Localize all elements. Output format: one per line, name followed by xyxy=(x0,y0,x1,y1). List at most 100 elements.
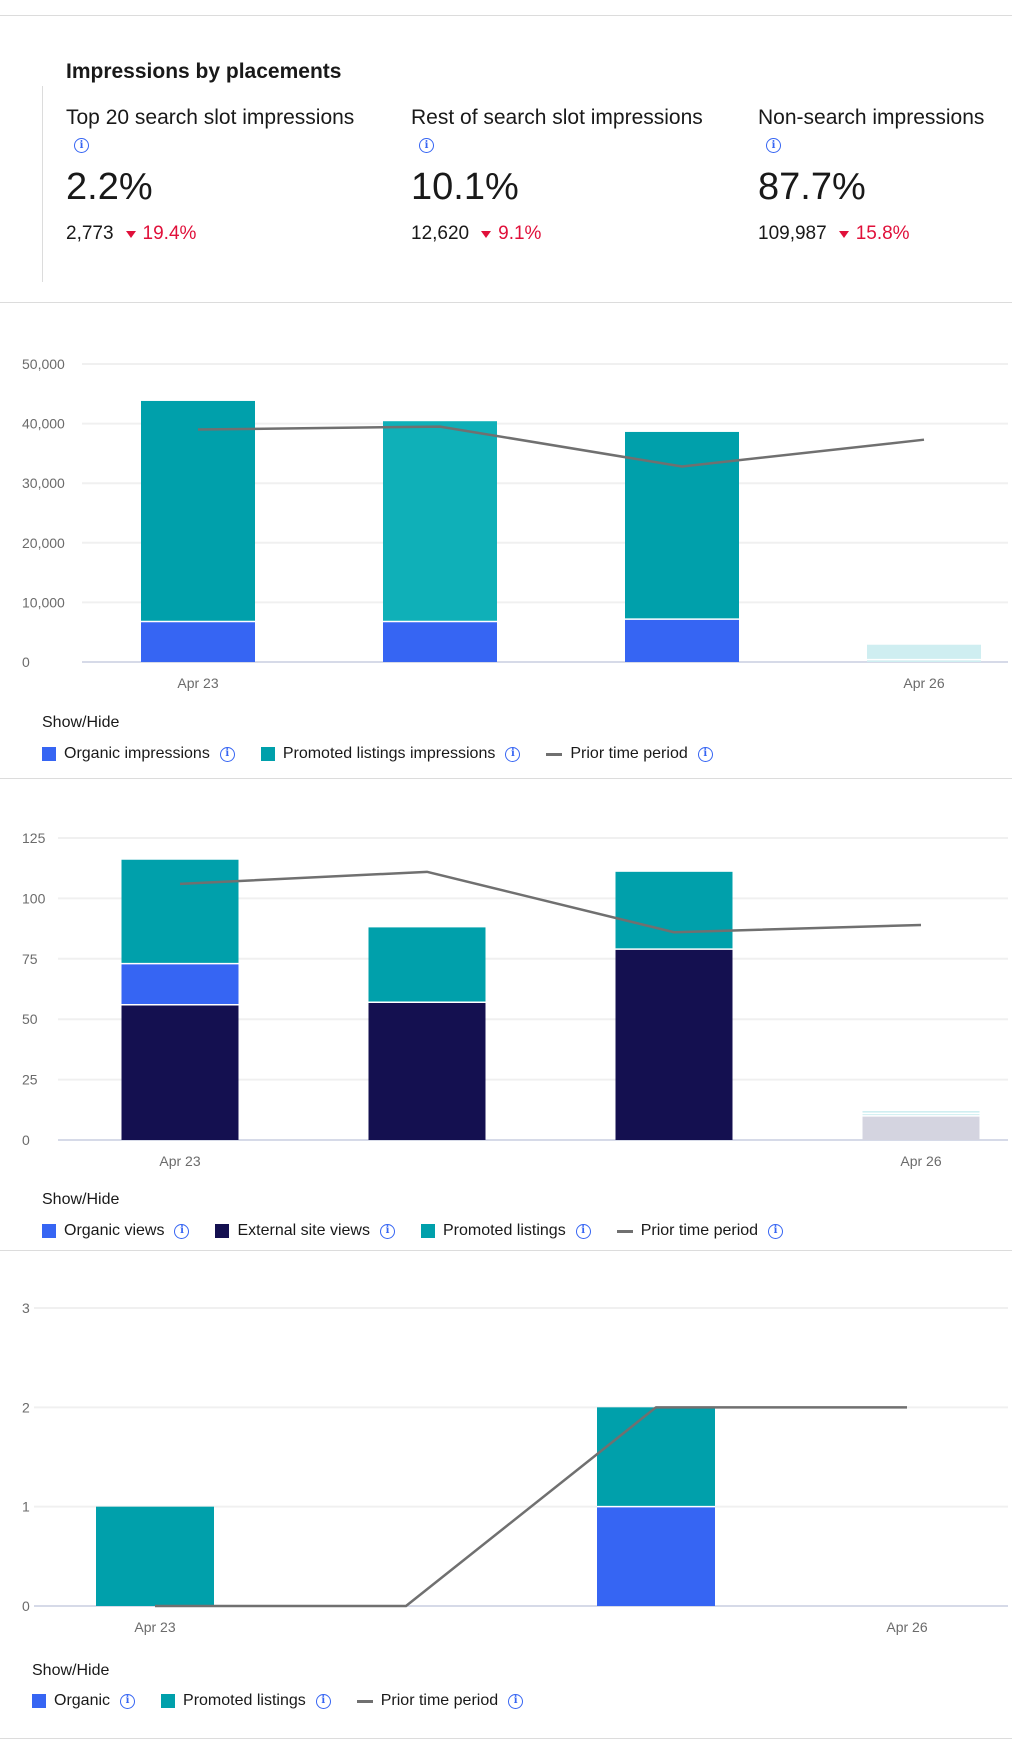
bar-promoted-listings-impressions-apr-24 xyxy=(383,421,497,622)
info-icon[interactable]: i xyxy=(508,1693,524,1709)
metric-subline: 109,987 15.8% xyxy=(758,223,1008,245)
legend-swatch xyxy=(42,1224,56,1238)
legend-show-hide: Show/Hide xyxy=(42,714,120,731)
legend-item-promoted-listings[interactable]: Promoted listings i xyxy=(420,1222,591,1240)
bar-organic-apr-25 xyxy=(597,1506,715,1606)
y-tick-label: 125 xyxy=(22,830,46,846)
metric-delta-value: 9.1% xyxy=(498,223,542,244)
legend-swatch xyxy=(32,1694,46,1708)
section-divider xyxy=(0,302,1012,303)
metric-label: Top 20 search slot impressions xyxy=(66,106,355,129)
bar-organic-views-apr-26 xyxy=(862,1113,980,1116)
legend-item-prior-period[interactable]: Prior time period i xyxy=(356,1692,524,1710)
x-tick-label: Apr 26 xyxy=(886,1619,927,1635)
legend-show-hide: Show/Hide xyxy=(32,1662,110,1679)
legend-item-prior-period[interactable]: Prior time period i xyxy=(546,745,713,763)
y-tick-label: 3 xyxy=(22,1300,30,1316)
info-icon[interactable]: i xyxy=(768,1223,784,1239)
legend-label: Organic xyxy=(54,1692,111,1709)
x-tick-label: Apr 26 xyxy=(900,1153,941,1169)
bar-promoted-listings-apr-23 xyxy=(121,859,239,964)
legend-line-swatch xyxy=(616,1229,633,1233)
y-tick-label: 0 xyxy=(22,1598,30,1614)
y-tick-label: 0 xyxy=(22,654,30,670)
section-divider xyxy=(0,1250,1012,1251)
down-arrow-icon xyxy=(838,230,849,238)
metric-count: 2,773 xyxy=(66,223,114,244)
bar-promoted-listings-impressions-apr-23 xyxy=(141,400,255,622)
y-tick-label: 50 xyxy=(22,1011,38,1027)
metric-rest-of-search: Rest of search slot impressions i 10.1% … xyxy=(411,104,741,245)
bar-organic-impressions-apr-24 xyxy=(383,621,497,662)
info-icon[interactable]: i xyxy=(379,1223,395,1239)
metric-subline: 12,620 9.1% xyxy=(411,223,741,245)
metric-top20: Top 20 search slot impressions i 2.2% 2,… xyxy=(66,104,396,245)
metric-subline: 2,773 19.4% xyxy=(66,223,396,245)
legend-show-hide: Show/Hide xyxy=(42,1191,120,1208)
legend-swatch xyxy=(42,747,56,761)
y-tick-label: 100 xyxy=(22,890,46,906)
legend-item-organic-views[interactable]: Organic views i xyxy=(42,1222,190,1240)
legend-swatch xyxy=(260,747,275,761)
impressions-chart: 0 10,000 20,000 30,000 40,000 50,000 Apr 23 Apr… xyxy=(22,356,1008,691)
legend-swatch xyxy=(215,1224,230,1238)
y-tick-label: 20,000 xyxy=(22,535,65,551)
legend-item-organic[interactable]: Organic i xyxy=(32,1692,136,1710)
legend-item-external-views[interactable]: External site views i xyxy=(215,1222,395,1240)
legend-label: Organic impressions xyxy=(64,745,210,762)
summary-divider xyxy=(42,86,43,282)
x-tick-label: Apr 23 xyxy=(159,1153,200,1169)
metric-value: 10.1% xyxy=(411,166,519,208)
info-icon[interactable]: i xyxy=(505,746,521,762)
prior-time-period-line xyxy=(179,870,922,934)
views-legend: Organic views i External site views i Pr… xyxy=(42,1222,809,1240)
bar-external-site-views-apr-24 xyxy=(368,1002,486,1140)
metric-delta-value: 15.8% xyxy=(855,223,910,244)
legend-item-promoted-impressions[interactable]: Promoted listings impressions i xyxy=(260,745,521,763)
info-icon[interactable]: i xyxy=(120,1693,136,1709)
orders-chart: 0 1 2 3 Apr 23 Apr 26 xyxy=(22,1300,1008,1635)
metric-delta: 15.8% xyxy=(838,223,910,245)
info-icon[interactable]: i xyxy=(174,1223,190,1239)
bar-external-site-views-apr-25 xyxy=(615,949,733,1140)
y-tick-label: 75 xyxy=(22,951,38,967)
legend-item-prior-period[interactable]: Prior time period i xyxy=(616,1222,784,1240)
legend-item-organic-impressions[interactable]: Organic impressions i xyxy=(42,745,235,763)
info-icon[interactable]: i xyxy=(766,138,781,153)
info-icon[interactable]: i xyxy=(74,138,89,153)
info-icon[interactable]: i xyxy=(419,138,434,153)
prior-time-period-line xyxy=(197,425,925,468)
x-tick-label: Apr 23 xyxy=(134,1619,175,1635)
metric-count: 12,620 xyxy=(411,223,470,244)
metric-value: 87.7% xyxy=(758,166,866,208)
metric-label: Non-search impressions xyxy=(758,106,985,129)
legend-label: Prior time period xyxy=(570,745,688,762)
bar-promoted-listings-apr-25 xyxy=(615,871,733,950)
metric-delta: 9.1% xyxy=(481,223,541,245)
views-chart: 0 25 50 75 100 125 Apr 23 Apr 26 xyxy=(22,830,1008,1169)
y-tick-label: 30,000 xyxy=(22,475,65,491)
legend-label: External site views xyxy=(237,1222,370,1239)
y-tick-label: 25 xyxy=(22,1072,38,1088)
legend-item-promoted-listings[interactable]: Promoted listings i xyxy=(161,1692,331,1710)
bar-promoted-listings-apr-24 xyxy=(368,927,486,1003)
metric-label: Rest of search slot impressions xyxy=(411,106,703,129)
info-icon[interactable]: i xyxy=(315,1693,331,1709)
info-icon[interactable]: i xyxy=(575,1223,591,1239)
legend-label: Promoted listings xyxy=(442,1222,566,1239)
y-tick-label: 10,000 xyxy=(22,594,65,610)
bar-promoted-listings-apr-25 xyxy=(597,1407,715,1507)
metric-delta-value: 19.4% xyxy=(142,223,197,244)
y-tick-label: 50,000 xyxy=(22,356,65,372)
legend-label: Prior time period xyxy=(380,1692,499,1709)
info-icon[interactable]: i xyxy=(219,746,235,762)
bottom-divider xyxy=(0,1738,1012,1739)
metric-count: 109,987 xyxy=(758,223,827,244)
bar-promoted-listings-apr-23 xyxy=(96,1506,214,1606)
info-icon[interactable]: i xyxy=(697,746,713,762)
top-divider xyxy=(0,15,1012,16)
bar-organic-impressions-apr-23 xyxy=(141,621,255,662)
down-arrow-icon xyxy=(481,230,492,238)
legend-swatch xyxy=(161,1694,176,1708)
bar-organic-impressions-apr-25 xyxy=(625,619,739,662)
